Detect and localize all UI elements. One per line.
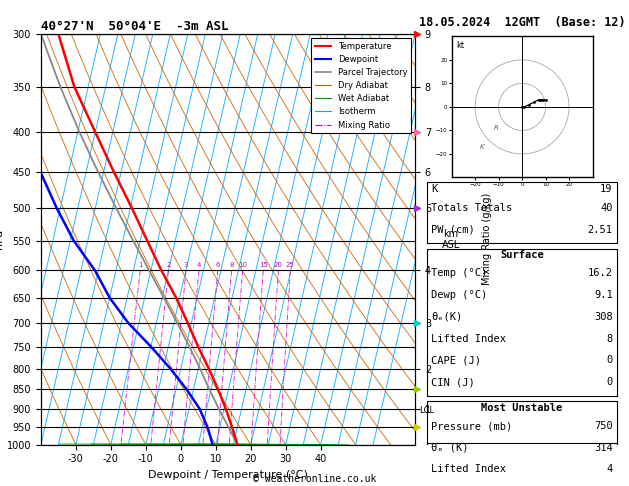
Text: 8: 8: [606, 334, 613, 344]
Text: 750: 750: [594, 421, 613, 431]
Text: Surface: Surface: [500, 250, 544, 260]
Bar: [428, 443, 616, 486]
Text: Dewp (°C): Dewp (°C): [431, 290, 487, 300]
Text: 1: 1: [138, 262, 143, 268]
Text: 40°27'N  50°04'E  -3m ASL: 40°27'N 50°04'E -3m ASL: [41, 20, 228, 33]
Text: 9.1: 9.1: [594, 290, 613, 300]
X-axis label: Dewpoint / Temperature (°C): Dewpoint / Temperature (°C): [148, 470, 308, 480]
Text: 40: 40: [600, 203, 613, 213]
Bar: [428, 249, 616, 396]
Text: 2.51: 2.51: [587, 225, 613, 235]
Text: CIN (J): CIN (J): [431, 377, 476, 387]
Text: kt: kt: [456, 41, 464, 50]
Text: R: R: [494, 125, 499, 131]
Text: 314: 314: [594, 443, 613, 453]
Text: 15: 15: [259, 262, 268, 268]
Text: Most Unstable: Most Unstable: [481, 403, 563, 413]
Text: Pressure (mb): Pressure (mb): [431, 421, 513, 431]
Text: 6: 6: [216, 262, 220, 268]
Y-axis label: hPa: hPa: [0, 229, 4, 249]
Text: 10: 10: [238, 262, 247, 268]
Text: 4: 4: [606, 465, 613, 474]
Text: 16.2: 16.2: [587, 268, 613, 278]
Text: CAPE (J): CAPE (J): [431, 355, 481, 365]
Text: 8: 8: [230, 262, 234, 268]
Text: Mixing Ratio (g/kg): Mixing Ratio (g/kg): [482, 193, 493, 285]
Text: Totals Totals: Totals Totals: [431, 203, 513, 213]
Text: PW (cm): PW (cm): [431, 225, 476, 235]
Text: Lifted Index: Lifted Index: [431, 465, 506, 474]
Text: Temp (°C): Temp (°C): [431, 268, 487, 278]
Text: LCL: LCL: [419, 406, 434, 415]
Text: 3: 3: [184, 262, 188, 268]
Text: 4: 4: [197, 262, 201, 268]
Text: 0: 0: [606, 377, 613, 387]
Text: 18.05.2024  12GMT  (Base: 12): 18.05.2024 12GMT (Base: 12): [419, 16, 625, 29]
Text: 0: 0: [606, 355, 613, 365]
Y-axis label: km
ASL: km ASL: [442, 228, 460, 250]
Bar: [428, 401, 616, 486]
Text: θₑ(K): θₑ(K): [431, 312, 463, 322]
Text: © weatheronline.co.uk: © weatheronline.co.uk: [253, 473, 376, 484]
Text: 20: 20: [274, 262, 283, 268]
Bar: [428, 182, 616, 243]
Text: 2: 2: [166, 262, 170, 268]
Text: Lifted Index: Lifted Index: [431, 334, 506, 344]
Text: K: K: [480, 144, 484, 150]
Legend: Temperature, Dewpoint, Parcel Trajectory, Dry Adiabat, Wet Adiabat, Isotherm, Mi: Temperature, Dewpoint, Parcel Trajectory…: [311, 38, 411, 133]
Text: θₑ (K): θₑ (K): [431, 443, 469, 453]
Text: 308: 308: [594, 312, 613, 322]
Text: 19: 19: [600, 184, 613, 194]
Text: K: K: [431, 184, 438, 194]
Text: 25: 25: [286, 262, 295, 268]
